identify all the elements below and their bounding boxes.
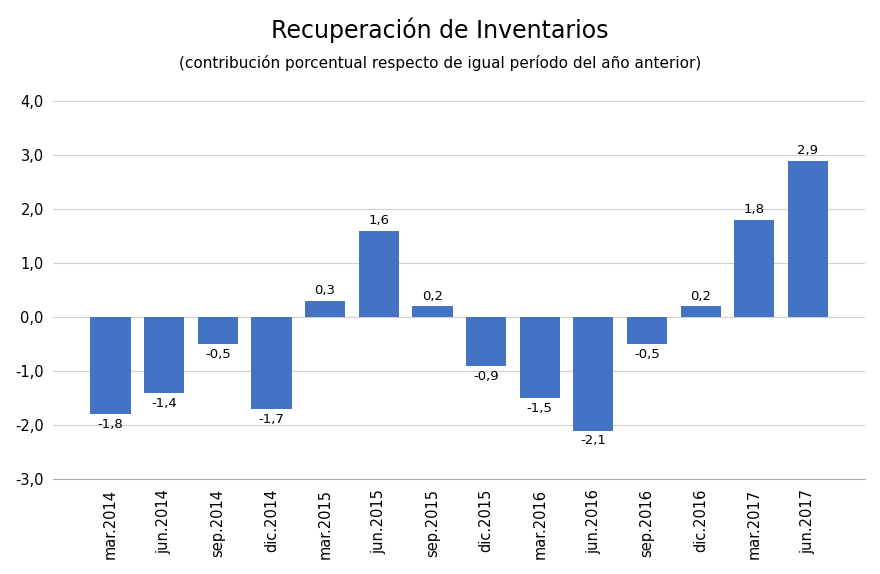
Text: (contribución porcentual respecto de igual período del año anterior): (contribución porcentual respecto de igu… xyxy=(179,55,701,71)
Text: -1,5: -1,5 xyxy=(527,402,553,415)
Text: -1,4: -1,4 xyxy=(151,397,177,410)
Text: -0,5: -0,5 xyxy=(634,348,660,361)
Bar xyxy=(198,317,238,344)
Text: -0,5: -0,5 xyxy=(205,348,231,361)
Bar xyxy=(734,220,774,317)
Text: -2,1: -2,1 xyxy=(581,435,606,447)
Bar xyxy=(519,317,560,398)
Text: -1,8: -1,8 xyxy=(98,418,123,431)
Bar xyxy=(788,161,828,317)
Text: 1,8: 1,8 xyxy=(744,203,765,216)
Text: 0,2: 0,2 xyxy=(690,290,711,302)
Text: 2,9: 2,9 xyxy=(797,144,818,157)
Bar xyxy=(252,317,291,409)
Text: 0,3: 0,3 xyxy=(314,284,335,297)
Bar xyxy=(466,317,506,366)
Text: -0,9: -0,9 xyxy=(473,370,499,383)
Bar xyxy=(359,231,399,317)
Bar xyxy=(144,317,184,393)
Text: 1,6: 1,6 xyxy=(368,214,389,227)
Text: Recuperación de Inventarios: Recuperación de Inventarios xyxy=(271,17,609,42)
Bar xyxy=(413,307,452,317)
Bar xyxy=(573,317,613,430)
Text: -1,7: -1,7 xyxy=(259,413,284,426)
Bar xyxy=(305,301,345,317)
Bar xyxy=(91,317,130,414)
Text: 0,2: 0,2 xyxy=(422,290,443,302)
Bar xyxy=(627,317,667,344)
Bar xyxy=(680,307,721,317)
